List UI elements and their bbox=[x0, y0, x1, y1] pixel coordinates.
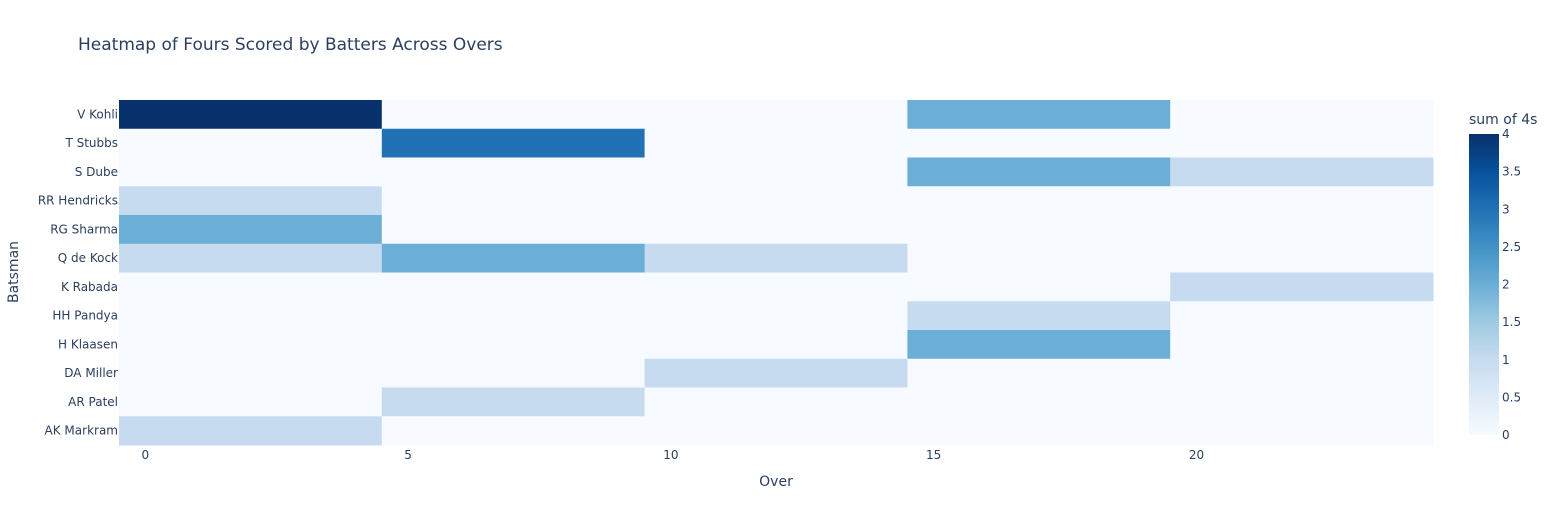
colorbar-tick-label: 1 bbox=[1502, 353, 1510, 367]
heatmap-cell bbox=[907, 186, 1171, 216]
heatmap-cell bbox=[644, 416, 908, 446]
x-tick-label: 5 bbox=[404, 448, 412, 462]
heatmap-cell bbox=[381, 128, 646, 158]
heatmap-cell bbox=[1170, 243, 1434, 273]
y-axis-title: Batsman bbox=[6, 241, 22, 303]
heatmap-cell bbox=[1170, 100, 1434, 130]
heatmap-cell bbox=[381, 186, 646, 216]
heatmap-cell bbox=[1170, 387, 1434, 417]
heatmap-cell bbox=[1170, 128, 1434, 158]
heatmap-cell bbox=[119, 358, 383, 388]
heatmap-cell bbox=[907, 157, 1171, 187]
x-tick-label: 10 bbox=[663, 448, 678, 462]
heatmap-cell bbox=[907, 128, 1171, 158]
x-tick-label: 15 bbox=[926, 448, 941, 462]
heatmap-cell bbox=[381, 301, 646, 331]
y-tick-label: Q de Kock bbox=[58, 251, 118, 265]
heatmap-cell bbox=[1170, 330, 1434, 360]
y-tick-label: AK Markram bbox=[45, 424, 118, 438]
heatmap-cell bbox=[119, 215, 383, 245]
colorbar-tick-label: 0 bbox=[1502, 428, 1510, 442]
heatmap-cell bbox=[907, 272, 1171, 302]
heatmap-cell bbox=[644, 243, 908, 273]
heatmap-cell bbox=[119, 416, 383, 446]
colorbar-tick-label: 2.5 bbox=[1502, 240, 1521, 254]
colorbar bbox=[1469, 134, 1499, 435]
heatmap-cell bbox=[381, 157, 646, 187]
heatmap-cell bbox=[381, 358, 646, 388]
heatmap-cell bbox=[119, 128, 383, 158]
heatmap-cell bbox=[644, 157, 908, 187]
heatmap-cell bbox=[381, 243, 646, 273]
heatmap-cell bbox=[381, 215, 646, 245]
heatmap-cell bbox=[644, 128, 908, 158]
heatmap-cells bbox=[119, 100, 1434, 446]
y-tick-label: K Rabada bbox=[61, 280, 118, 294]
y-tick-label: RG Sharma bbox=[50, 222, 118, 236]
y-tick-label: RR Hendricks bbox=[38, 194, 118, 208]
heatmap-cell bbox=[907, 330, 1171, 360]
heatmap-cell bbox=[644, 358, 908, 388]
heatmap-cell bbox=[119, 330, 383, 360]
heatmap-cell bbox=[381, 100, 646, 130]
colorbar-title: sum of 4s bbox=[1469, 112, 1537, 128]
y-tick-labels: V Kohli T Stubbs S Dube RR Hendricks RG Shar… bbox=[38, 107, 118, 437]
heatmap-cell bbox=[644, 215, 908, 245]
heatmap-cell bbox=[119, 186, 383, 216]
colorbar-tick-labels: 0 0.5 1 1.5 2 2.5 3 3.5 4 bbox=[1502, 127, 1521, 442]
heatmap-cell bbox=[1170, 301, 1434, 331]
heatmap-cell bbox=[907, 100, 1171, 130]
colorbar-tick-label: 3 bbox=[1502, 202, 1510, 216]
colorbar-tick-label: 3.5 bbox=[1502, 165, 1521, 179]
heatmap-cell bbox=[644, 100, 908, 130]
colorbar-tick-label: 4 bbox=[1502, 127, 1510, 141]
heatmap-cell bbox=[1170, 358, 1434, 388]
colorbar-tick-label: 0.5 bbox=[1502, 390, 1521, 404]
heatmap-cell bbox=[119, 272, 383, 302]
heatmap-cell bbox=[1170, 157, 1434, 187]
heatmap-cell bbox=[907, 387, 1171, 417]
chart-title: Heatmap of Fours Scored by Batters Acros… bbox=[78, 35, 503, 55]
x-axis-title: Over bbox=[759, 474, 793, 490]
y-tick-label: HH Pandya bbox=[52, 309, 118, 323]
heatmap-cell bbox=[1170, 215, 1434, 245]
heatmap-cell bbox=[1170, 416, 1434, 446]
heatmap-cell bbox=[381, 330, 646, 360]
heatmap-cell bbox=[119, 157, 383, 187]
colorbar-tick-label: 1.5 bbox=[1502, 315, 1521, 329]
y-tick-label: V Kohli bbox=[77, 107, 118, 121]
heatmap-cell bbox=[644, 272, 908, 302]
heatmap-cell bbox=[381, 416, 646, 446]
heatmap-cell bbox=[119, 243, 383, 273]
heatmap-cell bbox=[119, 387, 383, 417]
heatmap-cell bbox=[644, 186, 908, 216]
y-tick-label: AR Patel bbox=[68, 395, 118, 409]
heatmap-cell bbox=[1170, 272, 1434, 302]
heatmap-cell bbox=[907, 416, 1171, 446]
heatmap-cell bbox=[907, 358, 1171, 388]
heatmap-cell bbox=[644, 387, 908, 417]
x-tick-label: 20 bbox=[1189, 448, 1204, 462]
y-tick-label: H Klaasen bbox=[58, 337, 118, 351]
heatmap-cell bbox=[907, 243, 1171, 273]
x-tick-labels: 0 5 10 15 20 bbox=[141, 448, 1204, 462]
heatmap-cell bbox=[644, 301, 908, 331]
colorbar-tick-label: 2 bbox=[1502, 278, 1510, 292]
heatmap-cell bbox=[119, 301, 383, 331]
y-tick-label: S Dube bbox=[75, 165, 118, 179]
heatmap-cell bbox=[644, 330, 908, 360]
x-tick-label: 0 bbox=[141, 448, 149, 462]
y-tick-label: DA Miller bbox=[64, 366, 118, 380]
heatmap-cell bbox=[907, 215, 1171, 245]
heatmap-cell bbox=[1170, 186, 1434, 216]
heatmap-cell bbox=[381, 387, 646, 417]
heatmap-cell bbox=[381, 272, 646, 302]
heatmap-cell bbox=[119, 100, 383, 130]
heatmap-cell bbox=[907, 301, 1171, 331]
y-tick-label: T Stubbs bbox=[64, 136, 118, 150]
